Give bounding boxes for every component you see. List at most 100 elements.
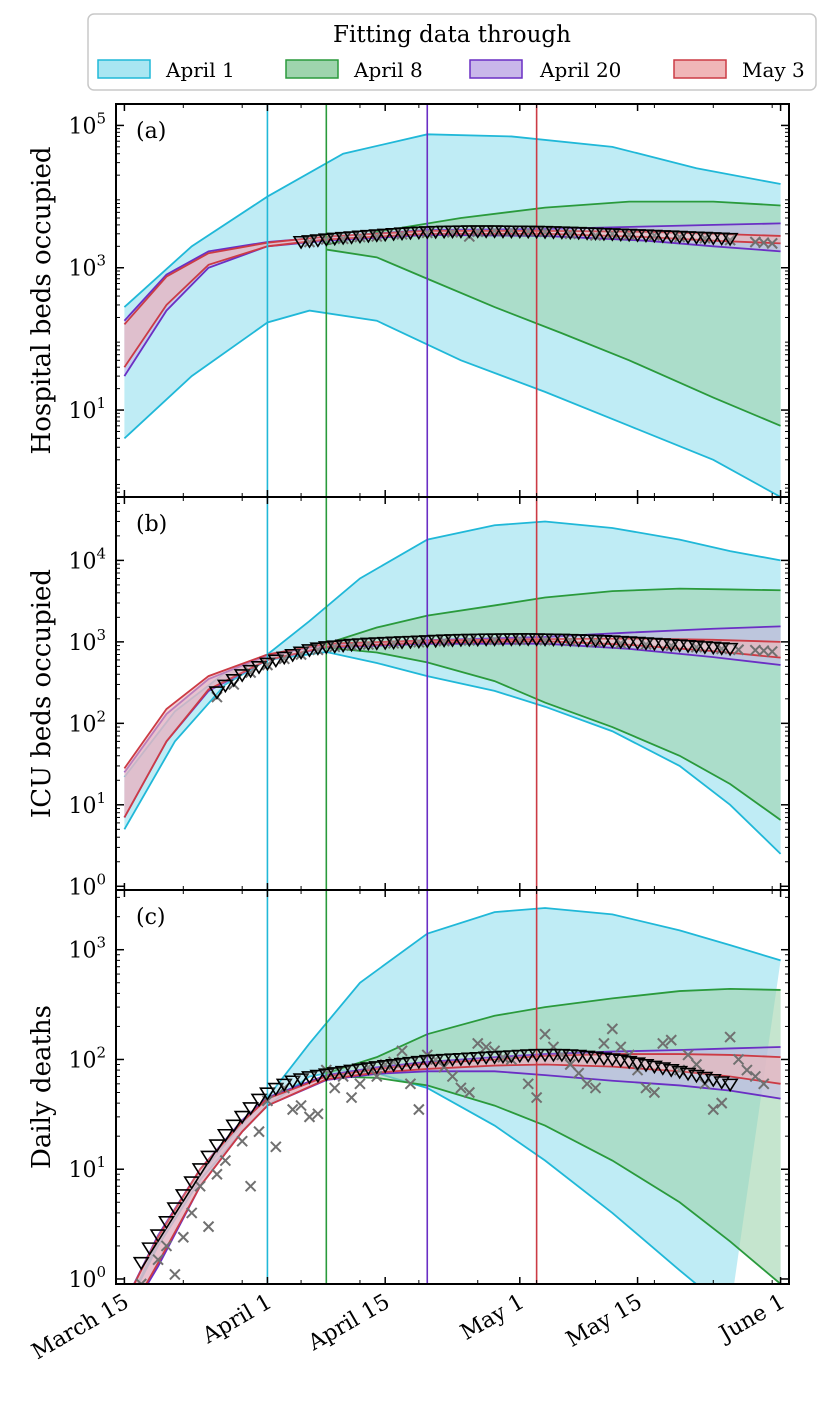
y-axis-title-a: Hospital beds occupied [27,147,57,455]
observed-cross [741,1064,753,1076]
observed-cross [186,1207,198,1219]
fit-data-marker [721,232,739,247]
observed-cross [707,1103,719,1116]
fit-data-marker [132,1256,150,1271]
observed-cross [589,1082,602,1094]
fit-data-marker [242,664,260,679]
observed-cross [606,1023,619,1035]
band-a-april-8 [326,201,781,426]
observed-cross [530,1091,543,1104]
observed-cross [640,1082,652,1094]
observed-cross [572,1067,585,1079]
fit-data-marker [233,669,251,683]
legend-swatch-april-8 [285,59,339,79]
fit-data-marker [275,651,293,666]
panel-b: 100 101 102 103 104 (b) ICU beds occupied [27,496,790,900]
observed-cross [303,1111,316,1123]
fit-data-marker [267,1082,285,1097]
observed-cross [202,1220,215,1233]
observed-cross [682,1049,694,1061]
fit-data-marker [216,1128,234,1143]
fit-data-marker [284,1075,302,1089]
observed-cross [152,1253,164,1266]
y-tick-label: 103 [68,626,106,656]
y-tick-label: 103 [68,252,106,282]
observed-cross [295,1099,307,1112]
observed-cross [219,1154,232,1167]
y-tick-label: 102 [68,707,106,737]
band-upper-a-april-8 [326,200,781,246]
fit-data-marker [208,686,226,700]
observed-cross [236,1135,248,1147]
legend-label-may-3: May 3 [742,58,805,82]
fit-data-marker [721,1078,739,1093]
legend: Fitting data through April 1 April 8 Apr… [87,13,817,91]
observed-cross [135,1278,147,1284]
x-tick-label: May 15 [562,1290,646,1353]
fit-data-marker [258,657,276,672]
legend-entry-april-20: April 20 [469,58,621,82]
fit-data-marker [225,673,243,688]
legend-swatch-may-3 [673,59,727,79]
legend-entry-april-1: April 1 [97,58,235,82]
observed-cross [354,1078,366,1090]
x-axis: March 15 April 1 April 15 May 1 May 15 June 1 [28,1290,790,1365]
y-tick-label: 103 [68,934,106,964]
band-upper-c-april-8 [326,987,781,1075]
legend-frame [87,13,817,91]
x-tick-label: June 1 [714,1290,790,1348]
observed-cross [211,1168,223,1180]
fit-data-marker [174,1189,192,1203]
plot-area-c [132,890,782,1284]
fit-data-marker [258,1087,276,1101]
fit-data-marker [141,1242,159,1256]
fit-data-marker [149,1229,167,1243]
observed-cross [345,1091,358,1104]
observed-cross [244,1180,257,1192]
y-tick-label: 101 [68,789,106,819]
observed-cross [564,1058,576,1071]
fit-data-marker [208,1139,226,1153]
observed-cross [295,648,307,661]
legend-title: Fitting data through [333,22,571,48]
observed-cross [665,1034,677,1046]
panel-a: 101 103 105 (a) Hospital beds occupied [27,103,790,498]
observed-cross [522,1078,534,1090]
band-lower-c-april-8 [326,1075,782,1284]
legend-swatch-april-1 [97,59,151,79]
fit-data-marker [158,1216,175,1230]
fit-data-marker [275,1078,293,1093]
x-tick-label: March 15 [28,1290,134,1365]
observed-cross [480,1041,492,1053]
fit-data-marker [242,1102,260,1116]
observed-cross [177,1231,190,1243]
observed-cross [371,1070,383,1083]
observed-cross [472,1037,484,1050]
observed-cross [270,1141,282,1153]
legend-label-april-1: April 1 [165,58,235,82]
y-axis-title-b: ICU beds occupied [27,569,57,818]
band-lower-a-april-1 [123,309,782,497]
observed-cross [463,1086,476,1099]
legend-entry-may-3: May 3 [673,58,805,82]
y-tick-label: 102 [68,1043,106,1073]
fit-data-marker [225,1119,243,1134]
observed-cross [732,1053,745,1066]
observed-cross [169,1268,181,1281]
observed-cross [396,1045,408,1057]
panel-letter-a: (a) [136,119,166,144]
panel-frame-c [115,889,790,1285]
y-tick-label: 101 [68,1153,106,1183]
band-upper-a-may-3 [123,229,781,325]
fit-data-marker [250,661,268,675]
observed-cross [724,1031,736,1043]
panel-c: 100 101 102 103 (c) Daily deaths [27,889,790,1293]
observed-cross [539,1028,551,1040]
fit-data-marker [166,1202,184,1216]
fit-data-marker [721,642,739,657]
y-axis-title-c: Daily deaths [27,1005,57,1169]
plot-area-a [123,104,782,497]
observed-cross [160,1240,173,1252]
legend-label-april-8: April 8 [353,58,423,82]
